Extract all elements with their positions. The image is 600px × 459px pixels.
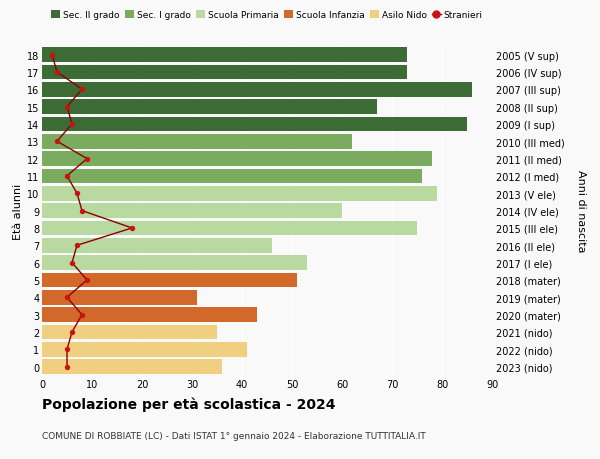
Point (77, 86, 87, 94)
Bar (42, 134, 352, 149)
Bar (42, 238, 272, 253)
Point (62, 363, 72, 370)
Bar (42, 273, 297, 288)
Point (67, 121, 77, 129)
Point (62, 294, 72, 301)
Bar (42, 48, 407, 63)
Bar (42, 83, 472, 97)
Bar (42, 186, 437, 201)
Point (127, 225, 137, 232)
Bar (42, 325, 217, 340)
Point (67, 329, 77, 336)
Bar (42, 290, 197, 305)
Bar (42, 152, 432, 167)
Point (82, 277, 92, 284)
Point (62, 346, 72, 353)
Bar (42, 342, 247, 357)
Bar (42, 308, 257, 322)
Text: COMUNE DI ROBBIATE (LC) - Dati ISTAT 1° gennaio 2024 - Elaborazione TUTTITALIA.I: COMUNE DI ROBBIATE (LC) - Dati ISTAT 1° … (42, 431, 426, 441)
Text: Popolazione per età scolastica - 2024: Popolazione per età scolastica - 2024 (42, 397, 335, 412)
Legend: Sec. II grado, Sec. I grado, Scuola Primaria, Scuola Infanzia, Asilo Nido, Stran: Sec. II grado, Sec. I grado, Scuola Prim… (48, 7, 486, 23)
Point (47, 52, 57, 59)
Bar (42, 117, 467, 132)
Point (72, 190, 82, 197)
Point (62, 104, 72, 111)
Point (62, 173, 72, 180)
Point (77, 207, 87, 215)
Bar (42, 204, 342, 218)
Y-axis label: Età alunni: Età alunni (13, 183, 23, 239)
Point (72, 242, 82, 249)
Point (82, 156, 92, 163)
Y-axis label: Anni di nascita: Anni di nascita (576, 170, 586, 252)
Bar (42, 221, 417, 236)
Bar (42, 256, 307, 270)
Bar (42, 65, 407, 80)
Bar (42, 359, 222, 374)
Point (52, 138, 62, 146)
Bar (42, 169, 422, 184)
Bar (42, 100, 377, 115)
Point (52, 69, 62, 76)
Point (77, 311, 87, 319)
Point (67, 259, 77, 267)
